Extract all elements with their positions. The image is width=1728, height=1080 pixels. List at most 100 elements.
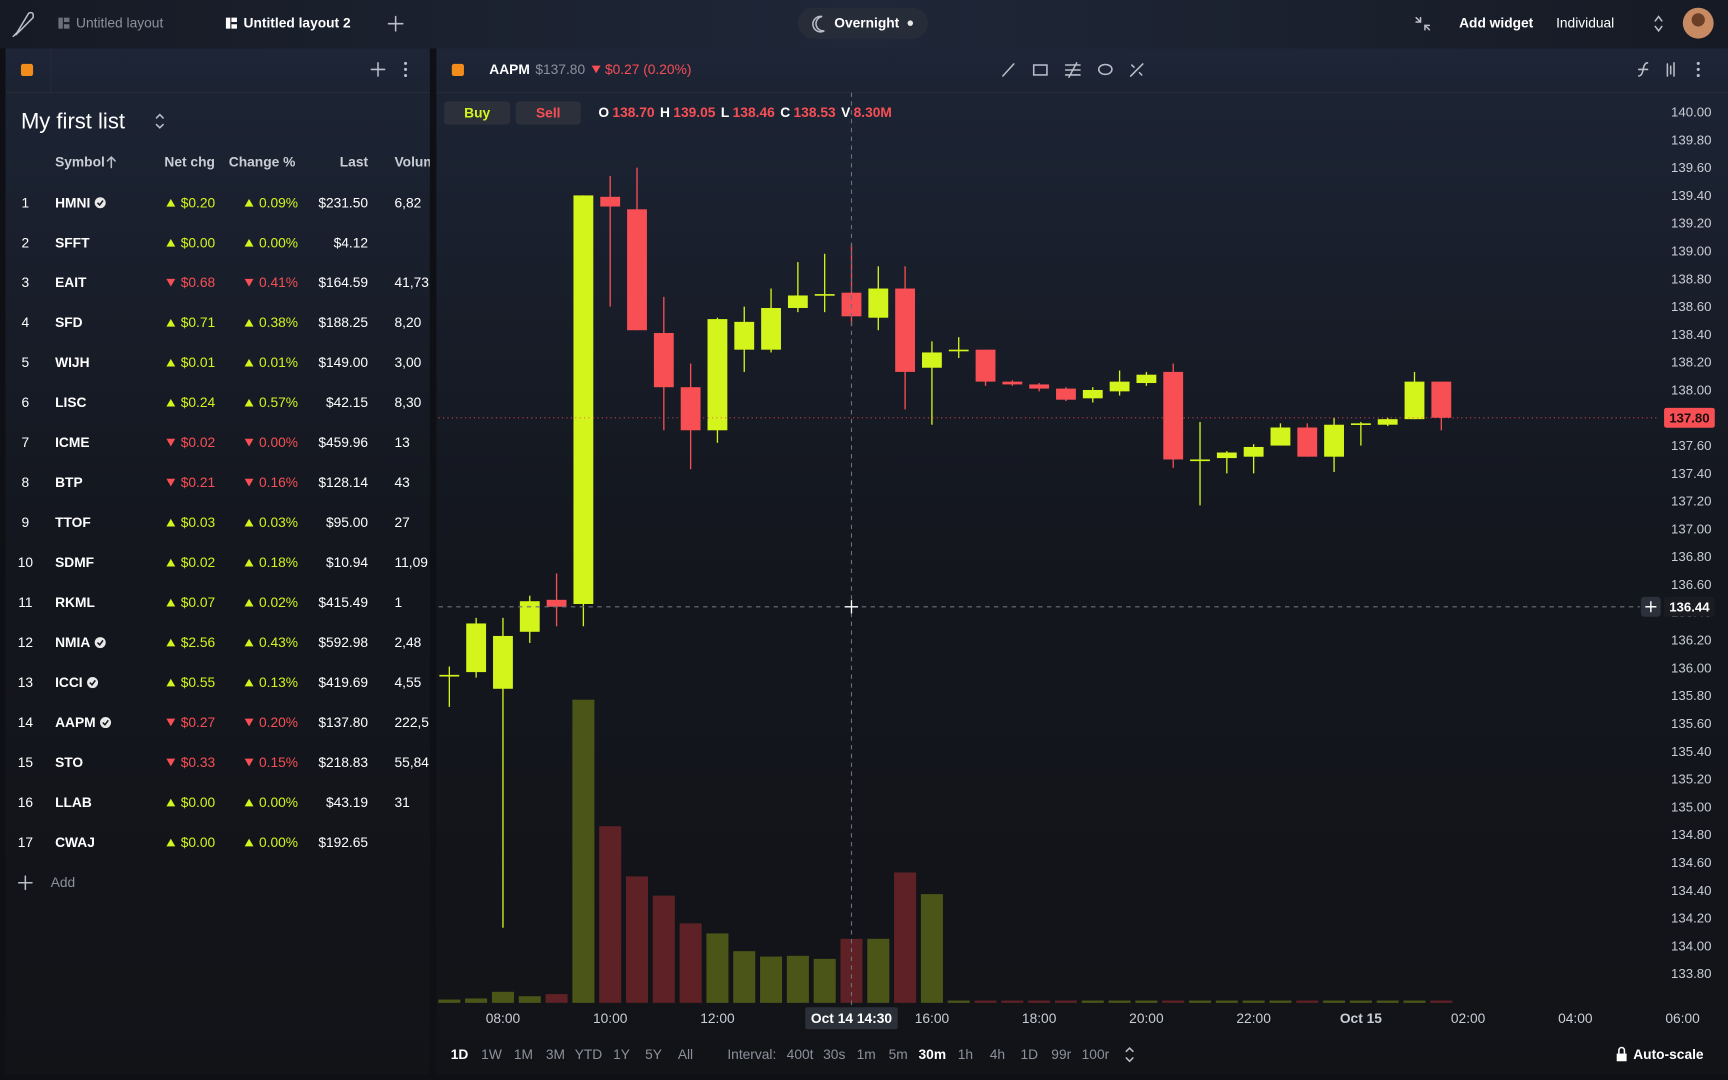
link-color[interactable] bbox=[20, 63, 34, 77]
chevrons[interactable] bbox=[1125, 1046, 1134, 1063]
layout-icon bbox=[225, 17, 237, 29]
last-price: $459.96 bbox=[318, 435, 368, 450]
interval-button[interactable]: 100r bbox=[1082, 1047, 1110, 1062]
direction-arrow bbox=[244, 438, 254, 447]
shape-tool[interactable] bbox=[1097, 63, 1113, 76]
symbol[interactable]: ICME bbox=[55, 435, 89, 450]
buy-label: Buy bbox=[464, 105, 490, 120]
symbol[interactable]: STO bbox=[55, 755, 83, 770]
volume-bar bbox=[1215, 1000, 1238, 1003]
link-color[interactable] bbox=[451, 63, 464, 77]
fib-tool[interactable] bbox=[1064, 62, 1081, 78]
menu-icon[interactable] bbox=[404, 61, 408, 78]
range-button[interactable]: YTD bbox=[575, 1047, 603, 1062]
chevrons[interactable] bbox=[155, 113, 164, 129]
x-tick-label: 22:00 bbox=[1236, 1011, 1271, 1026]
interval-button[interactable]: 30m bbox=[919, 1047, 947, 1062]
symbol[interactable]: EAIT bbox=[55, 275, 87, 290]
range-button[interactable]: 1W bbox=[481, 1047, 502, 1062]
buy-button[interactable] bbox=[444, 101, 511, 125]
range-button[interactable]: 5Y bbox=[645, 1047, 662, 1062]
volume: 55,84 bbox=[395, 755, 430, 770]
volume-bar bbox=[1242, 1000, 1265, 1003]
account[interactable]: Individual bbox=[1556, 16, 1614, 31]
interval-button[interactable]: 4h bbox=[990, 1047, 1005, 1062]
row-number: 11 bbox=[18, 595, 32, 610]
candle-body bbox=[439, 674, 460, 677]
interval-button[interactable]: 5m bbox=[889, 1047, 908, 1062]
down-arrow bbox=[591, 65, 601, 74]
symbol[interactable]: SFFT bbox=[55, 235, 90, 250]
symbol[interactable]: SFD bbox=[55, 315, 83, 330]
interval-button[interactable]: 1m bbox=[857, 1047, 876, 1062]
tab[interactable]: Untitled layout bbox=[76, 16, 163, 31]
sell-button[interactable] bbox=[515, 101, 581, 125]
symbol[interactable]: TTOF bbox=[55, 515, 91, 530]
volume-bar bbox=[599, 826, 622, 1003]
interval-button[interactable]: 1h bbox=[958, 1047, 973, 1062]
net-change: $0.02 bbox=[181, 435, 215, 450]
last-price: $43.19 bbox=[326, 795, 368, 810]
symbol[interactable]: HMNI bbox=[55, 195, 90, 210]
last-price: $4.12 bbox=[334, 235, 368, 250]
list-title[interactable]: My first list bbox=[21, 109, 125, 134]
interval-button[interactable]: 99r bbox=[1051, 1047, 1071, 1062]
volume-bar bbox=[1430, 1000, 1453, 1003]
add-symbol[interactable]: Add bbox=[51, 875, 76, 890]
symbol[interactable]: NMIA bbox=[55, 635, 90, 650]
volume: 2,48 bbox=[395, 635, 422, 650]
add-icon[interactable] bbox=[17, 875, 33, 891]
volume-bar bbox=[1108, 1000, 1131, 1003]
indicator-icon[interactable] bbox=[1637, 62, 1649, 77]
add-icon[interactable] bbox=[370, 62, 386, 77]
direction-arrow bbox=[166, 598, 176, 607]
collapse-icon[interactable] bbox=[1415, 16, 1431, 31]
interval-button[interactable]: 1D bbox=[1021, 1047, 1039, 1062]
candle-body bbox=[1377, 419, 1398, 425]
last-price-label: 137.80 bbox=[1669, 410, 1709, 425]
erase-tool[interactable] bbox=[1129, 63, 1144, 77]
column-header[interactable]: Symbol bbox=[55, 154, 105, 169]
symbol[interactable]: AAPM bbox=[489, 62, 530, 77]
symbol[interactable]: LLAB bbox=[55, 795, 92, 810]
range-button[interactable]: 1Y bbox=[613, 1047, 630, 1062]
x-tick-label: 08:00 bbox=[486, 1011, 521, 1026]
symbol[interactable]: LISC bbox=[55, 395, 86, 410]
interval-button[interactable]: 30s bbox=[823, 1047, 845, 1062]
symbol[interactable]: CWAJ bbox=[55, 835, 95, 850]
column-header[interactable]: Net chg bbox=[164, 154, 214, 169]
symbol[interactable]: RKML bbox=[55, 595, 95, 610]
y-tick-label: 138.20 bbox=[1671, 355, 1711, 370]
chart-type-icon[interactable] bbox=[1666, 62, 1675, 77]
range-button[interactable]: 1D bbox=[451, 1047, 469, 1062]
chevrons[interactable] bbox=[1654, 15, 1663, 33]
interval-button[interactable]: 400t bbox=[787, 1047, 814, 1062]
add-widget[interactable]: Add widget bbox=[1459, 16, 1534, 31]
menu-icon[interactable] bbox=[1696, 61, 1700, 78]
column-header[interactable]: Change % bbox=[229, 154, 296, 169]
logo[interactable] bbox=[12, 11, 35, 38]
y-tick-label: 134.60 bbox=[1671, 855, 1711, 870]
y-tick-label: 136.00 bbox=[1671, 660, 1711, 675]
column-header[interactable]: Volume bbox=[395, 154, 444, 169]
symbol[interactable]: ICCI bbox=[55, 675, 83, 690]
volume-bar bbox=[1323, 1000, 1346, 1003]
session-pill[interactable] bbox=[797, 7, 928, 39]
range-button[interactable]: 1M bbox=[514, 1047, 533, 1062]
y-tick-label: 133.80 bbox=[1671, 966, 1711, 981]
rect-tool[interactable] bbox=[1032, 64, 1048, 76]
symbol[interactable]: WIJH bbox=[55, 355, 89, 370]
y-tick-label: 137.40 bbox=[1671, 466, 1711, 481]
symbol[interactable]: BTP bbox=[55, 475, 83, 490]
auto-scale[interactable]: Auto-scale bbox=[1633, 1047, 1704, 1062]
symbol[interactable]: SDMF bbox=[55, 555, 94, 570]
column-header[interactable]: Last bbox=[340, 154, 369, 169]
x-tick-label: Oct 15 bbox=[1340, 1011, 1382, 1026]
symbol[interactable]: AAPM bbox=[55, 715, 96, 730]
line-tool[interactable] bbox=[1002, 63, 1015, 77]
tab-active[interactable]: Untitled layout 2 bbox=[244, 16, 351, 31]
volume-bar bbox=[733, 951, 756, 1003]
range-button[interactable]: All bbox=[678, 1047, 693, 1062]
new-tab[interactable] bbox=[387, 15, 404, 32]
range-button[interactable]: 3M bbox=[546, 1047, 565, 1062]
